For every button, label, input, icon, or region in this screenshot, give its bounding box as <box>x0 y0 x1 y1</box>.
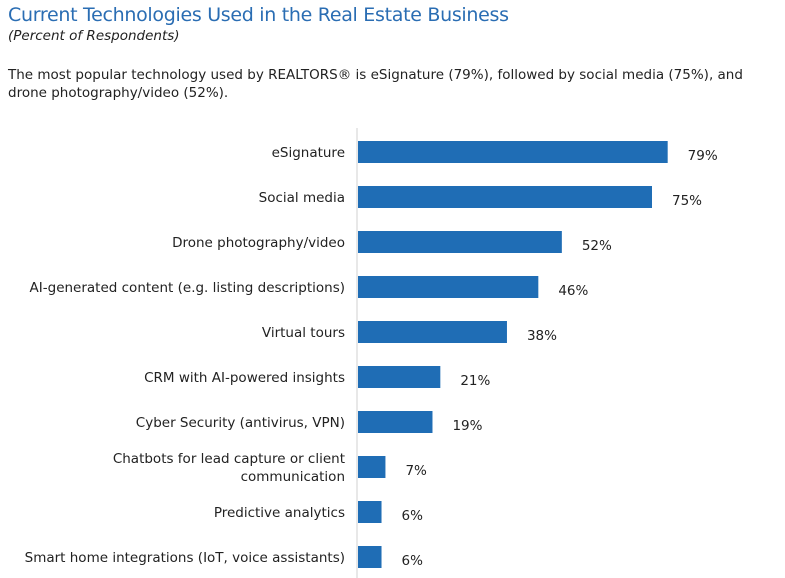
category-label: Cyber Security (antivirus, VPN) <box>136 415 345 431</box>
data-label: 7% <box>405 463 427 479</box>
category-label: CRM with AI-powered insights <box>144 370 345 386</box>
category-label: Chatbots for lead capture or client commu… <box>113 451 345 485</box>
bar-1 <box>358 186 652 208</box>
bar-5 <box>358 366 441 388</box>
category-label: Drone photography/video <box>172 235 345 251</box>
chart-subtitle: (Percent of Respondents) <box>8 28 180 44</box>
bar-4 <box>358 321 507 343</box>
bar-0 <box>358 141 668 163</box>
data-label: 52% <box>582 238 612 254</box>
data-label: 75% <box>672 193 702 209</box>
data-label: 79% <box>688 148 718 164</box>
chart-description: The most popular technology used by REAL… <box>8 67 743 101</box>
bar-9 <box>358 546 382 568</box>
category-label: Social media <box>259 190 345 206</box>
data-label: 21% <box>460 373 490 389</box>
category-label: Predictive analytics <box>214 505 345 521</box>
bar-8 <box>358 501 382 523</box>
bar-2 <box>358 231 562 253</box>
data-label: 6% <box>402 508 424 524</box>
data-label: 46% <box>558 283 588 299</box>
category-label: eSignature <box>272 145 345 161</box>
chart-title: Current Technologies Used in the Real Es… <box>8 4 509 26</box>
data-label: 6% <box>402 553 424 569</box>
bar-7 <box>358 456 386 478</box>
category-label: Smart home integrations (IoT, voice assi… <box>25 550 345 566</box>
category-label: AI-generated content (e.g. listing descr… <box>30 280 345 296</box>
data-label: 38% <box>527 328 557 344</box>
bar-3 <box>358 276 539 298</box>
bar-6 <box>358 411 433 433</box>
category-label: Virtual tours <box>262 325 345 341</box>
data-label: 19% <box>452 418 482 434</box>
